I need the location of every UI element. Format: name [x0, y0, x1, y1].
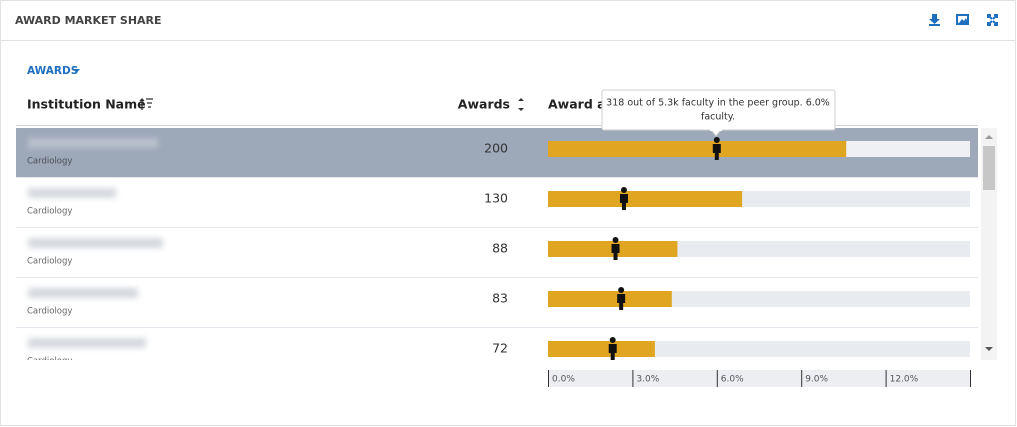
marker-body [712, 144, 721, 160]
marker-head [612, 237, 619, 243]
peer-marker [611, 237, 620, 260]
awards-value: 130 [484, 191, 508, 206]
awards-value: 200 [484, 141, 508, 156]
awards-dropdown[interactable]: AWARDS [27, 65, 80, 77]
image-icon[interactable] [956, 14, 969, 25]
scrollbar[interactable] [981, 128, 997, 360]
tooltip: 318 out of 5.3k faculty in the peer grou… [601, 89, 836, 137]
table-row[interactable]: Cardiology 88 [16, 227, 978, 267]
marker-head [609, 337, 616, 343]
marker-body [617, 294, 626, 310]
marker-head [618, 287, 625, 293]
marker-head [620, 187, 627, 193]
axis-tick-label: 6.0% [721, 375, 744, 385]
sort-icon[interactable] [139, 98, 153, 110]
scroll-thumb[interactable] [983, 146, 995, 190]
marker-body [608, 344, 617, 360]
share-bar [548, 291, 672, 307]
axis-tick-label: 9.0% [805, 375, 828, 385]
peer-marker [617, 287, 626, 310]
awards-value: 88 [492, 241, 508, 256]
axis-band [548, 370, 970, 387]
institution-name-redacted [28, 188, 116, 198]
peer-marker [619, 187, 628, 210]
tooltip-pointer-mask [710, 128, 722, 131]
peer-marker [712, 137, 721, 160]
tooltip-text: 318 out of 5.3k faculty in the peer grou… [606, 98, 830, 109]
tooltip-text: faculty. [701, 112, 735, 123]
marker-body [619, 194, 628, 210]
column-header[interactable]: Institution Name [27, 97, 146, 112]
dropdown-caret [73, 69, 80, 73]
column-header[interactable]: Award ar [548, 97, 613, 112]
awards-value: 83 [492, 291, 508, 306]
department: Cardiology [27, 157, 72, 167]
axis-tick-label: 12.0% [890, 375, 919, 385]
tooltip-box [601, 89, 836, 131]
axis-tick-label: 3.0% [636, 375, 659, 385]
marker-head [713, 137, 720, 143]
download-icon[interactable] [929, 14, 940, 26]
department: Cardiology [27, 357, 72, 367]
share-bar [548, 141, 847, 157]
table-row[interactable]: Cardiology 130 [16, 177, 978, 217]
peer-marker [608, 337, 617, 360]
expand-icon[interactable] [987, 14, 998, 26]
column-header[interactable]: Awards [458, 97, 510, 112]
department: Cardiology [27, 257, 72, 267]
institution-name-redacted [28, 238, 163, 248]
department: Cardiology [27, 207, 72, 217]
table-row[interactable]: Cardiology 72 [16, 327, 978, 367]
panel-title: AWARD MARKET SHARE [15, 14, 162, 27]
table-row[interactable]: Cardiology 200 [16, 128, 978, 178]
axis-tick-label: 0.0% [552, 375, 575, 385]
institution-name-redacted [28, 138, 158, 148]
institution-name-redacted [28, 288, 138, 298]
sort-icon[interactable] [518, 98, 524, 111]
marker-body [611, 244, 620, 260]
institution-name-redacted [28, 338, 146, 348]
share-bar [548, 341, 655, 357]
table-row[interactable]: Cardiology 83 [16, 277, 978, 317]
share-bar [548, 191, 743, 207]
awards-value: 72 [492, 341, 508, 356]
scroll-up[interactable] [985, 135, 993, 139]
dropdown-label[interactable]: AWARDS [27, 65, 78, 77]
scroll-down[interactable] [985, 347, 993, 351]
department: Cardiology [27, 307, 72, 317]
